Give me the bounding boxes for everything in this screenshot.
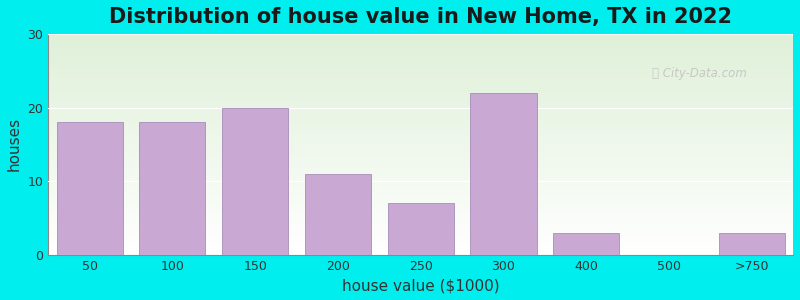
Bar bbox=[387, 203, 454, 255]
Bar bbox=[139, 122, 206, 255]
Title: Distribution of house value in New Home, TX in 2022: Distribution of house value in New Home,… bbox=[109, 7, 732, 27]
Text: ⓘ City-Data.com: ⓘ City-Data.com bbox=[651, 67, 746, 80]
Bar bbox=[470, 93, 537, 255]
X-axis label: house value ($1000): house value ($1000) bbox=[342, 278, 499, 293]
Y-axis label: houses: houses bbox=[7, 117, 22, 171]
Bar bbox=[57, 122, 122, 255]
Bar bbox=[305, 174, 371, 255]
Bar bbox=[553, 232, 619, 255]
Bar bbox=[718, 232, 785, 255]
Bar bbox=[222, 108, 288, 255]
